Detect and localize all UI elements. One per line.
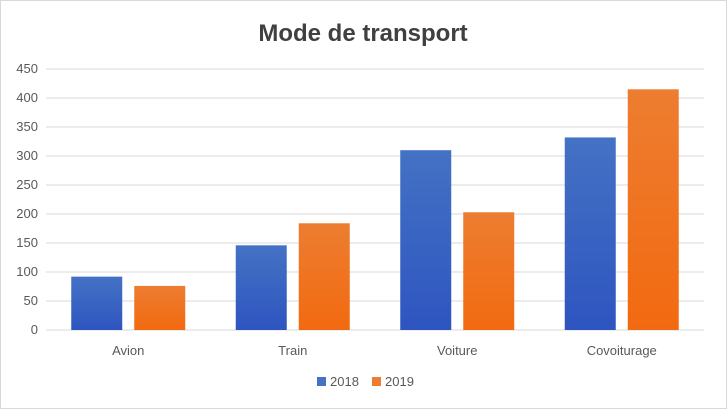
bar-2018-voiture	[400, 150, 452, 330]
bar-2019-avion	[134, 285, 186, 330]
legend-label-2019: 2019	[385, 374, 414, 389]
x-category-label: Train	[278, 343, 307, 358]
chart-title: Mode de transport	[258, 20, 467, 47]
y-axis-ticks: 0 50 100 150 200 250 300 350 400 450	[16, 61, 38, 337]
bar-2019-covoiturage	[627, 89, 679, 330]
legend-swatch-2019	[372, 377, 381, 386]
bar-2018-covoiturage	[564, 137, 616, 330]
x-category-label: Avion	[112, 343, 144, 358]
y-tick-label: 150	[16, 235, 38, 250]
legend: 2018 2019	[317, 374, 414, 389]
x-category-label: Voiture	[437, 343, 477, 358]
x-category-label: Covoiturage	[587, 343, 657, 358]
y-tick-label: 200	[16, 206, 38, 221]
legend-swatch-2018	[317, 377, 326, 386]
y-tick-label: 50	[24, 293, 38, 308]
bar-2019-voiture	[463, 212, 515, 330]
x-axis-categories: Avion Train Voiture Covoiturage	[112, 343, 657, 358]
y-tick-label: 0	[31, 322, 38, 337]
y-tick-label: 100	[16, 264, 38, 279]
bar-2019-train	[298, 223, 350, 330]
bar-2018-train	[235, 245, 287, 330]
y-tick-label: 450	[16, 61, 38, 76]
bar-2018-avion	[71, 276, 123, 330]
y-tick-label: 350	[16, 119, 38, 134]
y-tick-label: 300	[16, 148, 38, 163]
legend-label-2018: 2018	[330, 374, 359, 389]
y-tick-label: 400	[16, 90, 38, 105]
bars	[71, 89, 679, 330]
y-tick-label: 250	[16, 177, 38, 192]
